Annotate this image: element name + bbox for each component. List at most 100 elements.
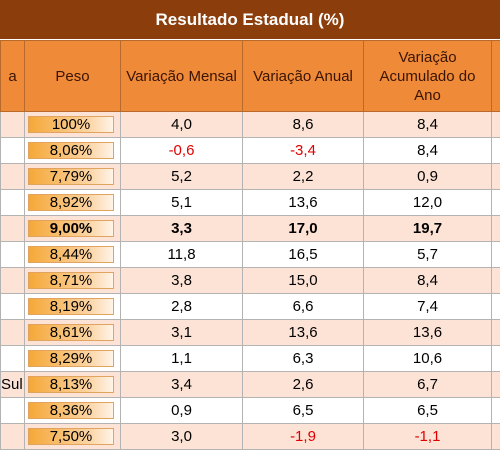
variacao-acumulado-cell[interactable]: 13,6 <box>364 320 492 346</box>
extra-cell[interactable] <box>492 164 500 190</box>
peso-data-bar: 8,19% <box>28 298 114 315</box>
header-extra[interactable]: A <box>492 41 500 112</box>
variacao-acumulado-cell[interactable]: 0,9 <box>364 164 492 190</box>
extra-cell[interactable] <box>492 398 500 424</box>
peso-data-bar: 9,00% <box>28 220 114 237</box>
variacao-mensal-cell[interactable]: 3,1 <box>121 320 243 346</box>
extra-cell[interactable] <box>492 138 500 164</box>
variacao-acumulado-cell[interactable]: 5,7 <box>364 242 492 268</box>
variacao-anual-cell[interactable]: 6,5 <box>243 398 364 424</box>
variacao-anual-cell[interactable]: 2,2 <box>243 164 364 190</box>
peso-cell[interactable]: 9,00% <box>25 216 121 242</box>
variacao-mensal-cell[interactable]: 1,1 <box>121 346 243 372</box>
peso-cell[interactable]: 7,79% <box>25 164 121 190</box>
peso-cell[interactable]: 8,36% <box>25 398 121 424</box>
peso-data-bar: 7,50% <box>28 428 114 445</box>
header-variacao-mensal[interactable]: Variação Mensal <box>121 41 243 112</box>
peso-data-bar: 8,29% <box>28 350 114 367</box>
peso-cell[interactable]: 8,44% <box>25 242 121 268</box>
row-label-cell[interactable] <box>1 294 25 320</box>
extra-cell[interactable] <box>492 346 500 372</box>
variacao-mensal-cell[interactable]: 3,4 <box>121 372 243 398</box>
extra-cell[interactable] <box>492 424 500 450</box>
variacao-anual-cell[interactable]: 16,5 <box>243 242 364 268</box>
variacao-anual-cell[interactable]: 6,3 <box>243 346 364 372</box>
spreadsheet: Resultado Estadual (%) a Peso Variação M… <box>0 0 500 423</box>
row-label-cell[interactable] <box>1 112 25 138</box>
extra-cell[interactable] <box>492 216 500 242</box>
row-label-cell[interactable] <box>1 268 25 294</box>
variacao-acumulado-cell[interactable]: -1,1 <box>364 424 492 450</box>
variacao-anual-cell[interactable]: 17,0 <box>243 216 364 242</box>
extra-cell[interactable] <box>492 320 500 346</box>
row-label-cell[interactable] <box>1 320 25 346</box>
variacao-mensal-cell[interactable]: 0,9 <box>121 398 243 424</box>
extra-cell[interactable] <box>492 112 500 138</box>
extra-cell[interactable] <box>492 372 500 398</box>
variacao-acumulado-cell[interactable]: 8,4 <box>364 268 492 294</box>
variacao-acumulado-cell[interactable]: 12,0 <box>364 190 492 216</box>
peso-cell[interactable]: 8,06% <box>25 138 121 164</box>
header-variacao-acumulado[interactable]: Variação Acumulado do Ano <box>364 41 492 112</box>
extra-cell[interactable] <box>492 190 500 216</box>
variacao-anual-cell[interactable]: 13,6 <box>243 320 364 346</box>
peso-cell[interactable]: 7,50% <box>25 424 121 450</box>
peso-cell[interactable]: 100% <box>25 112 121 138</box>
extra-cell[interactable] <box>492 294 500 320</box>
variacao-acumulado-cell[interactable]: 8,4 <box>364 138 492 164</box>
header-region[interactable]: a <box>1 41 25 112</box>
row-label-cell[interactable] <box>1 216 25 242</box>
peso-data-bar: 8,92% <box>28 194 114 211</box>
peso-data-bar: 8,13% <box>28 376 114 393</box>
variacao-mensal-cell[interactable]: 11,8 <box>121 242 243 268</box>
variacao-mensal-cell[interactable]: 3,8 <box>121 268 243 294</box>
header-peso[interactable]: Peso <box>25 41 121 112</box>
variacao-mensal-cell[interactable]: 3,0 <box>121 424 243 450</box>
extra-cell[interactable] <box>492 242 500 268</box>
row-label-cell[interactable] <box>1 346 25 372</box>
variacao-acumulado-cell[interactable]: 7,4 <box>364 294 492 320</box>
variacao-mensal-cell[interactable]: 4,0 <box>121 112 243 138</box>
variacao-anual-cell[interactable]: 6,6 <box>243 294 364 320</box>
row-label-cell[interactable] <box>1 398 25 424</box>
variacao-anual-cell[interactable]: 15,0 <box>243 268 364 294</box>
variacao-anual-cell[interactable]: -1,9 <box>243 424 364 450</box>
peso-cell[interactable]: 8,29% <box>25 346 121 372</box>
extra-cell[interactable] <box>492 268 500 294</box>
row-label-cell[interactable] <box>1 138 25 164</box>
variacao-anual-cell[interactable]: -3,4 <box>243 138 364 164</box>
variacao-mensal-cell[interactable]: -0,6 <box>121 138 243 164</box>
variacao-acumulado-cell[interactable]: 6,7 <box>364 372 492 398</box>
variacao-acumulado-cell[interactable]: 19,7 <box>364 216 492 242</box>
peso-cell[interactable]: 8,19% <box>25 294 121 320</box>
header-variacao-anual[interactable]: Variação Anual <box>243 41 364 112</box>
variacao-mensal-cell[interactable]: 2,8 <box>121 294 243 320</box>
peso-cell[interactable]: 8,13% <box>25 372 121 398</box>
variacao-anual-cell[interactable]: 2,6 <box>243 372 364 398</box>
variacao-acumulado-cell[interactable]: 6,5 <box>364 398 492 424</box>
variacao-mensal-cell[interactable]: 3,3 <box>121 216 243 242</box>
variacao-anual-cell[interactable]: 13,6 <box>243 190 364 216</box>
row-label-cell[interactable] <box>1 424 25 450</box>
variacao-acumulado-cell[interactable]: 8,4 <box>364 112 492 138</box>
variacao-mensal-cell[interactable]: 5,1 <box>121 190 243 216</box>
peso-cell[interactable]: 8,61% <box>25 320 121 346</box>
variacao-anual-cell[interactable]: 8,6 <box>243 112 364 138</box>
variacao-mensal-cell[interactable]: 5,2 <box>121 164 243 190</box>
row-label-cell[interactable] <box>1 242 25 268</box>
peso-data-bar: 8,06% <box>28 142 114 159</box>
results-table: a Peso Variação Mensal Variação Anual Va… <box>0 40 500 450</box>
row-label-cell[interactable] <box>1 164 25 190</box>
peso-cell[interactable]: 8,71% <box>25 268 121 294</box>
row-label-cell[interactable]: Sul <box>1 372 25 398</box>
row-label-cell[interactable] <box>1 190 25 216</box>
variacao-acumulado-cell[interactable]: 10,6 <box>364 346 492 372</box>
peso-cell[interactable]: 8,92% <box>25 190 121 216</box>
